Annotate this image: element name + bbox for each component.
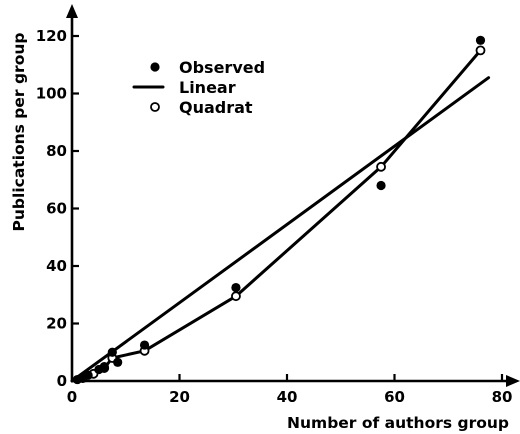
- observed-point: [475, 35, 486, 45]
- legend-observed-marker: [150, 62, 160, 72]
- observed-point: [376, 180, 386, 191]
- observed-point: [99, 362, 109, 372]
- x-tick-label: 0: [67, 388, 77, 406]
- x-axis-title: Number of authors group: [287, 414, 509, 432]
- legend-quadrat-marker: [150, 102, 160, 112]
- x-tick-label: 80: [492, 388, 513, 406]
- y-tick-label: 60: [46, 200, 67, 218]
- y-tick-label: 20: [46, 315, 67, 333]
- quadrat-point: [376, 161, 386, 172]
- x-tick-label: 60: [384, 388, 405, 406]
- quadrat-fit-curve: [70, 48, 482, 383]
- linear-fit-line: [70, 76, 491, 383]
- series-layer: [70, 35, 491, 385]
- observed-point: [113, 357, 123, 367]
- legend-label: Observed: [179, 58, 265, 77]
- x-axis-arrow: [506, 375, 520, 387]
- observed-point: [231, 282, 241, 293]
- y-tick-label: 120: [36, 27, 67, 45]
- observed-point: [83, 370, 93, 380]
- y-tick-label: 0: [57, 372, 67, 390]
- axes: [66, 4, 520, 387]
- quadrat-point: [475, 45, 486, 56]
- observed-point: [107, 347, 117, 357]
- quadrat-point: [231, 291, 241, 302]
- y-tick-label: 40: [46, 257, 67, 275]
- y-axis-arrow: [66, 4, 78, 18]
- x-tick-label: 20: [169, 388, 190, 406]
- legend-label: Quadrat: [179, 98, 253, 117]
- x-tick-label: 40: [277, 388, 298, 406]
- y-tick-label: 100: [36, 85, 67, 103]
- y-axis-title: Publications per group: [10, 33, 28, 232]
- y-tick-label: 80: [46, 142, 67, 160]
- observed-point: [139, 340, 150, 350]
- x-ticks: 0 20 40 60 80: [67, 374, 513, 406]
- y-ticks: 0 20 40 60 80 100 120: [36, 27, 79, 390]
- legend-label: Linear: [179, 78, 236, 97]
